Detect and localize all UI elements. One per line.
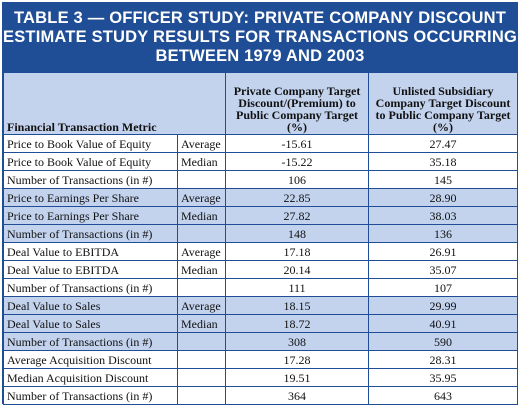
stat-cell bbox=[176, 332, 227, 351]
private-discount-cell: 19.51 bbox=[225, 368, 370, 387]
metric-cell: Number of Transactions (in #) bbox=[3, 332, 178, 351]
unlisted-discount-cell: 145 bbox=[368, 170, 519, 189]
private-discount-cell: 111 bbox=[225, 278, 370, 297]
table-body: Price to Book Value of Equity Average -15.… bbox=[3, 134, 519, 405]
header-metric: Financial Transaction Metric bbox=[2, 72, 227, 135]
metric-cell: Deal Value to Sales bbox=[3, 314, 178, 333]
metric-cell: Deal Value to EBITDA bbox=[3, 242, 178, 261]
stat-cell bbox=[176, 350, 227, 369]
title-line-2: ESTIMATE STUDY RESULTS FOR TRANSACTIONS … bbox=[3, 28, 517, 46]
table-row: Average Acquisition Discount 17.28 28.31 bbox=[3, 350, 519, 369]
private-discount-cell: 17.18 bbox=[225, 242, 370, 261]
stat-cell bbox=[176, 368, 227, 387]
stat-cell: Median bbox=[176, 206, 227, 225]
stat-cell bbox=[176, 170, 227, 189]
table-row: Number of Transactions (in #) 308 590 bbox=[3, 332, 519, 351]
stat-cell bbox=[176, 278, 227, 297]
unlisted-discount-cell: 27.47 bbox=[368, 134, 519, 153]
unlisted-discount-cell: 643 bbox=[368, 386, 519, 405]
title-line-3: BETWEEN 1979 AND 2003 bbox=[155, 47, 365, 65]
metric-cell: Price to Earnings Per Share bbox=[3, 206, 178, 225]
stat-cell: Average bbox=[176, 296, 227, 315]
table-row: Price to Book Value of Equity Average -15.… bbox=[3, 134, 519, 153]
table-title: TABLE 3 — OFFICER STUDY: PRIVATE COMPANY… bbox=[3, 3, 517, 72]
stat-cell: Average bbox=[176, 242, 227, 261]
private-discount-cell: 106 bbox=[225, 170, 370, 189]
unlisted-discount-cell: 28.31 bbox=[368, 350, 519, 369]
unlisted-discount-cell: 35.18 bbox=[368, 152, 519, 171]
metric-cell: Number of Transactions (in #) bbox=[3, 386, 178, 405]
stat-cell: Average bbox=[176, 188, 227, 207]
unlisted-discount-cell: 590 bbox=[368, 332, 519, 351]
private-discount-cell: 18.15 bbox=[225, 296, 370, 315]
table-row: Number of Transactions (in #) 106 145 bbox=[3, 170, 519, 189]
unlisted-discount-cell: 35.07 bbox=[368, 260, 519, 279]
table-row: Number of Transactions (in #) 111 107 bbox=[3, 278, 519, 297]
private-discount-cell: 364 bbox=[225, 386, 370, 405]
private-discount-cell: 148 bbox=[225, 224, 370, 243]
private-discount-cell: 18.72 bbox=[225, 314, 370, 333]
table-row: Number of Transactions (in #) 364 643 bbox=[3, 386, 519, 405]
title-line-1: TABLE 3 — OFFICER STUDY: PRIVATE COMPANY… bbox=[14, 9, 506, 27]
header-unlisted-discount: Unlisted Subsidiary Company Target Disco… bbox=[368, 72, 519, 135]
private-discount-cell: 22.85 bbox=[225, 188, 370, 207]
unlisted-discount-cell: 29.99 bbox=[368, 296, 519, 315]
private-discount-cell: -15.22 bbox=[225, 152, 370, 171]
table-row: Price to Book Value of Equity Median -15.2… bbox=[3, 152, 519, 171]
metric-cell: Number of Transactions (in #) bbox=[3, 224, 178, 243]
table-row: Median Acquisition Discount 19.51 35.95 bbox=[3, 368, 519, 387]
metric-cell: Price to Book Value of Equity bbox=[3, 152, 178, 171]
table-row: Price to Earnings Per Share Median 27.82 38… bbox=[3, 206, 519, 225]
unlisted-discount-cell: 40.91 bbox=[368, 314, 519, 333]
stat-cell bbox=[176, 224, 227, 243]
unlisted-discount-cell: 28.90 bbox=[368, 188, 519, 207]
header-private-discount: Private Company Target Discount/(Premium… bbox=[225, 72, 370, 135]
table-row: Deal Value to Sales Median 18.72 40.91 bbox=[3, 314, 519, 333]
table-row: Price to Earnings Per Share Average 22.85 2… bbox=[3, 188, 519, 207]
unlisted-discount-cell: 38.03 bbox=[368, 206, 519, 225]
stat-cell: Median bbox=[176, 152, 227, 171]
table-row: Deal Value to EBITDA Median 20.14 35.07 bbox=[3, 260, 519, 279]
stat-cell: Median bbox=[176, 314, 227, 333]
metric-cell: Price to Book Value of Equity bbox=[3, 134, 178, 153]
table-row: Deal Value to EBITDA Average 17.18 26.91 bbox=[3, 242, 519, 261]
metric-cell: Price to Earnings Per Share bbox=[3, 188, 178, 207]
metric-cell: Median Acquisition Discount bbox=[3, 368, 178, 387]
unlisted-discount-cell: 136 bbox=[368, 224, 519, 243]
private-discount-cell: 27.82 bbox=[225, 206, 370, 225]
metric-cell: Number of Transactions (in #) bbox=[3, 278, 178, 297]
metric-cell: Deal Value to EBITDA bbox=[3, 260, 178, 279]
table-row: Deal Value to Sales Average 18.15 29.99 bbox=[3, 296, 519, 315]
data-table: Financial Transaction Metric Private Com… bbox=[2, 72, 519, 405]
stat-cell: Median bbox=[176, 260, 227, 279]
metric-cell: Average Acquisition Discount bbox=[3, 350, 178, 369]
unlisted-discount-cell: 26.91 bbox=[368, 242, 519, 261]
metric-cell: Deal Value to Sales bbox=[3, 296, 178, 315]
private-discount-cell: -15.61 bbox=[225, 134, 370, 153]
stat-cell bbox=[176, 386, 227, 405]
unlisted-discount-cell: 35.95 bbox=[368, 368, 519, 387]
header-row: Financial Transaction Metric Private Com… bbox=[2, 72, 519, 135]
private-discount-cell: 308 bbox=[225, 332, 370, 351]
table-row: Number of Transactions (in #) 148 136 bbox=[3, 224, 519, 243]
metric-cell: Number of Transactions (in #) bbox=[3, 170, 178, 189]
private-discount-cell: 17.28 bbox=[225, 350, 370, 369]
unlisted-discount-cell: 107 bbox=[368, 278, 519, 297]
stat-cell: Average bbox=[176, 134, 227, 153]
private-discount-cell: 20.14 bbox=[225, 260, 370, 279]
